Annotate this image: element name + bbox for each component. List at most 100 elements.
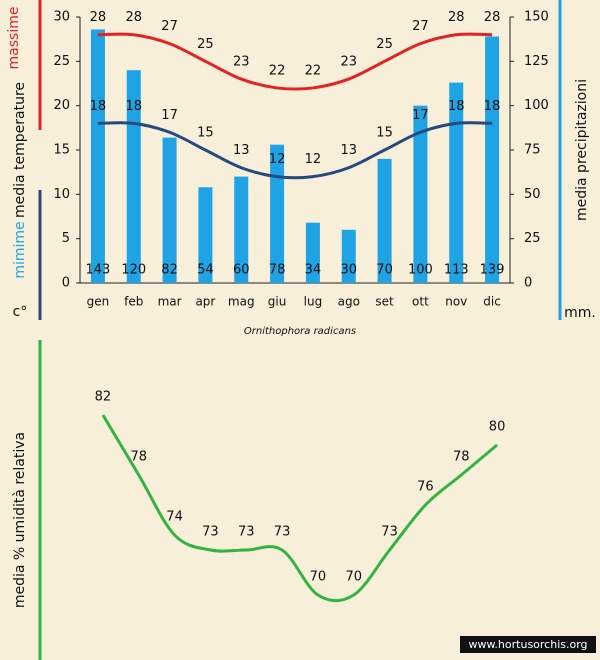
- line-label: 76: [417, 480, 434, 495]
- line-label: 73: [238, 525, 255, 540]
- line-label: 17: [412, 108, 429, 123]
- bar: [377, 158, 392, 283]
- x-tick-label: giu: [268, 295, 287, 309]
- bar: [413, 105, 428, 284]
- line-label: 73: [274, 525, 291, 540]
- y-tick-label: 10: [53, 187, 70, 202]
- y-tick-label: 30: [53, 10, 70, 25]
- line: [101, 414, 499, 603]
- bar-label: 34: [305, 263, 322, 278]
- bar: [270, 144, 285, 283]
- line-label: 22: [305, 63, 322, 78]
- y-label: media temperature: [12, 82, 28, 218]
- y-tick-label: 20: [53, 98, 70, 113]
- line-label: 27: [161, 19, 178, 34]
- line-label: 13: [340, 143, 357, 158]
- bar-label: 143: [86, 263, 111, 278]
- y-label-min: mimime: [12, 221, 28, 278]
- bar: [341, 229, 356, 283]
- bar: [305, 222, 320, 283]
- bar-label: 100: [408, 263, 433, 278]
- line-label: 18: [90, 99, 107, 114]
- y-label-max: massime: [6, 7, 22, 70]
- bar-label: 113: [444, 263, 469, 278]
- subtitle: Ornithophora radicans: [244, 326, 356, 337]
- line-label: 70: [345, 570, 362, 585]
- humidity-y-label: media % umidità relativa: [12, 432, 28, 608]
- line-label: 73: [381, 525, 398, 540]
- line-label: 28: [484, 10, 501, 25]
- y2-tick-label: 75: [524, 143, 541, 158]
- line-label: 15: [376, 126, 393, 141]
- line: [97, 32, 493, 91]
- y2-tick-label: 100: [524, 98, 549, 113]
- line-label: 70: [310, 570, 327, 585]
- x-tick-label: dic: [483, 295, 501, 309]
- line-label: 18: [484, 99, 501, 114]
- line-label: 80: [489, 420, 506, 435]
- line-label: 12: [305, 152, 322, 167]
- x-tick-label: ott: [412, 295, 429, 309]
- x-tick-label: feb: [124, 295, 143, 309]
- line-label: 18: [448, 99, 465, 114]
- line-label: 78: [453, 450, 470, 465]
- bar-label: 139: [480, 263, 505, 278]
- line-label: 22: [269, 63, 286, 78]
- bar: [234, 176, 249, 283]
- line-label: 78: [130, 450, 147, 465]
- line-label: 27: [412, 19, 429, 34]
- y-tick-label: 15: [53, 143, 70, 158]
- bar: [485, 36, 500, 283]
- x-tick-label: gen: [87, 295, 110, 309]
- line-label: 25: [376, 37, 393, 52]
- watermark: www.hortusorchis.org: [468, 638, 587, 651]
- x-tick-label: mar: [158, 295, 182, 309]
- line-label: 28: [90, 10, 107, 25]
- bar-label: 30: [340, 263, 357, 278]
- line-label: 74: [166, 510, 183, 525]
- line-label: 82: [95, 390, 112, 405]
- bar-label: 82: [161, 263, 178, 278]
- line-label: 23: [233, 55, 250, 70]
- line-label: 18: [125, 99, 142, 114]
- y-tick-label: 25: [53, 54, 70, 69]
- y2-tick-label: 150: [524, 10, 549, 25]
- line-label: 17: [161, 108, 178, 123]
- x-tick-label: nov: [445, 295, 467, 309]
- bar: [90, 29, 105, 284]
- x-tick-label: set: [375, 295, 394, 309]
- line-label: 15: [197, 126, 214, 141]
- line-label: 12: [269, 152, 286, 167]
- bar-label: 70: [376, 263, 393, 278]
- y2-unit: mm.: [564, 305, 596, 321]
- x-tick-label: apr: [195, 295, 215, 309]
- x-tick-label: mag: [228, 295, 255, 309]
- y-tick-label: 5: [62, 231, 70, 246]
- x-tick-label: ago: [338, 295, 360, 309]
- line-label: 23: [340, 55, 357, 70]
- y-tick-label: 0: [62, 276, 70, 291]
- bar: [198, 187, 213, 283]
- line-label: 13: [233, 143, 250, 158]
- bar-label: 60: [233, 263, 250, 278]
- y2-tick-label: 0: [524, 276, 532, 291]
- line-label: 28: [448, 10, 465, 25]
- line: [97, 121, 493, 180]
- bar-label: 54: [197, 263, 214, 278]
- line-label: 28: [125, 10, 142, 25]
- bar-label: 78: [269, 263, 286, 278]
- y2-tick-label: 25: [524, 231, 541, 246]
- y-unit: c°: [13, 304, 28, 320]
- line-label: 73: [202, 525, 219, 540]
- y2-tick-label: 125: [524, 54, 549, 69]
- x-tick-label: lug: [304, 295, 323, 309]
- line-label: 25: [197, 37, 214, 52]
- y2-label: media precipitazioni: [574, 79, 590, 221]
- watermark-box: [460, 636, 596, 653]
- bar-label: 120: [121, 263, 146, 278]
- y2-tick-label: 50: [524, 187, 541, 202]
- bar: [162, 137, 177, 283]
- bar: [449, 82, 464, 283]
